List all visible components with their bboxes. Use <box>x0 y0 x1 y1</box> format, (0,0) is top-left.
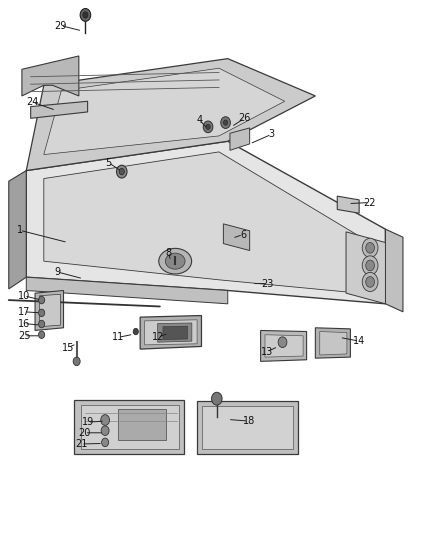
Circle shape <box>278 337 287 348</box>
Text: 8: 8 <box>166 248 172 258</box>
Ellipse shape <box>159 248 192 274</box>
Polygon shape <box>118 409 166 440</box>
Text: 29: 29 <box>54 21 67 30</box>
Ellipse shape <box>166 253 185 269</box>
Polygon shape <box>26 277 228 304</box>
Polygon shape <box>158 323 192 342</box>
Polygon shape <box>163 326 187 340</box>
Polygon shape <box>265 335 303 357</box>
Text: 26: 26 <box>238 114 251 123</box>
Polygon shape <box>315 328 350 358</box>
Circle shape <box>366 260 374 271</box>
Circle shape <box>366 243 374 253</box>
Polygon shape <box>9 171 26 289</box>
Circle shape <box>101 426 109 435</box>
Text: 1: 1 <box>17 225 23 235</box>
Text: 6: 6 <box>240 230 246 239</box>
Circle shape <box>39 296 45 304</box>
Circle shape <box>39 331 45 338</box>
Text: 24: 24 <box>27 98 39 107</box>
Text: 22: 22 <box>363 198 375 207</box>
Text: 19: 19 <box>81 417 94 427</box>
Circle shape <box>73 357 80 366</box>
Polygon shape <box>230 128 250 150</box>
Polygon shape <box>81 405 179 449</box>
Text: 13: 13 <box>261 347 273 357</box>
Polygon shape <box>145 320 197 345</box>
Polygon shape <box>26 59 315 171</box>
Text: 9: 9 <box>54 267 60 277</box>
Circle shape <box>362 272 378 292</box>
Text: 17: 17 <box>18 307 30 317</box>
Text: 20: 20 <box>78 428 91 438</box>
Polygon shape <box>26 141 385 304</box>
Text: 10: 10 <box>18 291 30 301</box>
Text: 3: 3 <box>268 130 275 139</box>
Text: 4: 4 <box>196 115 202 125</box>
Polygon shape <box>320 332 347 355</box>
Circle shape <box>83 12 88 18</box>
Polygon shape <box>39 294 60 327</box>
Polygon shape <box>140 316 201 349</box>
Polygon shape <box>44 152 359 293</box>
Polygon shape <box>44 68 285 155</box>
Polygon shape <box>35 290 64 330</box>
Circle shape <box>39 320 45 328</box>
Text: 14: 14 <box>353 336 365 346</box>
Text: 12: 12 <box>152 333 164 342</box>
Text: 15: 15 <box>62 343 74 352</box>
Polygon shape <box>261 330 307 361</box>
Circle shape <box>362 238 378 257</box>
Polygon shape <box>197 401 298 454</box>
Polygon shape <box>202 406 293 449</box>
Circle shape <box>221 117 230 128</box>
Circle shape <box>119 168 124 175</box>
Polygon shape <box>223 224 250 251</box>
Circle shape <box>362 256 378 275</box>
Circle shape <box>366 277 374 287</box>
Circle shape <box>117 165 127 178</box>
Text: 25: 25 <box>18 331 30 341</box>
Circle shape <box>203 121 213 133</box>
Circle shape <box>39 309 45 317</box>
Polygon shape <box>385 229 403 312</box>
Circle shape <box>80 9 91 21</box>
Circle shape <box>206 124 210 130</box>
Polygon shape <box>22 56 79 96</box>
Polygon shape <box>337 196 359 213</box>
Circle shape <box>223 120 228 125</box>
Circle shape <box>133 328 138 335</box>
Polygon shape <box>74 400 184 454</box>
Text: 23: 23 <box>261 279 273 288</box>
Text: 5: 5 <box>106 158 112 167</box>
Circle shape <box>101 415 110 425</box>
Circle shape <box>102 438 109 447</box>
Text: 18: 18 <box>243 416 255 426</box>
Text: 11: 11 <box>112 333 124 342</box>
Circle shape <box>212 392 222 405</box>
Polygon shape <box>346 232 385 304</box>
Polygon shape <box>31 101 88 118</box>
Text: 16: 16 <box>18 319 30 328</box>
Text: 21: 21 <box>75 439 87 449</box>
